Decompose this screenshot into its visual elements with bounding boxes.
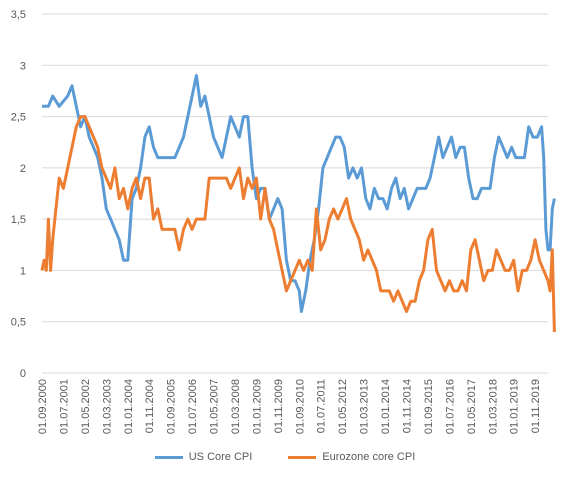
x-tick-label: 01.05.2002 <box>80 379 92 434</box>
legend-swatch-us <box>154 455 183 459</box>
series-line-eurozone-core-cpi <box>40 115 556 333</box>
x-tick-label: 01.11.2004 <box>144 379 156 433</box>
y-tick-label: 1 <box>20 265 26 277</box>
line-chart: 00,511,522,533,5 01.09.2000 01.07.2001 01.… <box>11 9 556 434</box>
x-tick-label: 01.03.2013 <box>359 379 371 434</box>
legend-item-us: US Core CPI <box>154 451 253 463</box>
y-tick-label: 3 <box>20 60 26 72</box>
x-tick-label: 01.07.2011 <box>316 379 328 433</box>
x-tick-label: 01.01.2014 <box>380 379 392 434</box>
legend: US Core CPI Eurozone core CPI <box>0 451 570 463</box>
y-tick-label: 2,5 <box>11 112 26 124</box>
x-tick-label: 01.05.2012 <box>337 379 349 434</box>
x-tick-label: 01.01.2004 <box>123 379 135 434</box>
legend-label-us: US Core CPI <box>188 451 253 463</box>
x-tick-label: 01.11.2014 <box>401 379 413 433</box>
x-tick-label: 01.11.2009 <box>273 379 285 433</box>
x-tick-label: 01.09.2005 <box>166 379 178 434</box>
x-axis-ticks: 01.09.2000 01.07.2001 01.05.2002 01.03.2003… <box>37 379 542 434</box>
x-tick-label: 01.09.2015 <box>423 379 435 434</box>
y-tick-label: 0 <box>20 368 26 380</box>
x-tick-label: 01.01.2019 <box>509 379 521 434</box>
x-tick-label: 01.07.2016 <box>444 379 456 434</box>
y-axis-ticks: 0 0,5 1 1,5 2 2,5 3 3,5 <box>11 9 26 380</box>
y-tick-label: 1,5 <box>11 214 26 226</box>
y-tick-label: 3,5 <box>11 9 26 21</box>
x-tick-label: 01.05.2017 <box>466 379 478 434</box>
x-tick-label: 01.03.2008 <box>230 379 242 434</box>
legend-swatch-eurozone <box>288 455 317 459</box>
x-tick-label: 01.03.2018 <box>487 379 499 434</box>
legend-label-eurozone: Eurozone core CPI <box>322 451 416 463</box>
series-lines <box>40 74 556 333</box>
x-tick-label: 01.09.2010 <box>294 379 306 434</box>
x-tick-label: 01.01.2009 <box>251 379 263 434</box>
x-tick-label: 01.03.2003 <box>101 379 113 434</box>
x-tick-label: 01.07.2001 <box>58 379 70 434</box>
x-tick-label: 01.11.2019 <box>530 379 542 433</box>
y-tick-label: 2 <box>20 163 26 175</box>
legend-item-eurozone: Eurozone core CPI <box>288 451 415 463</box>
x-tick-label: 01.09.2000 <box>37 379 49 434</box>
y-tick-label: 0,5 <box>11 317 26 329</box>
x-tick-label: 01.07.2006 <box>187 379 199 434</box>
x-tick-label: 01.05.2007 <box>209 379 221 434</box>
